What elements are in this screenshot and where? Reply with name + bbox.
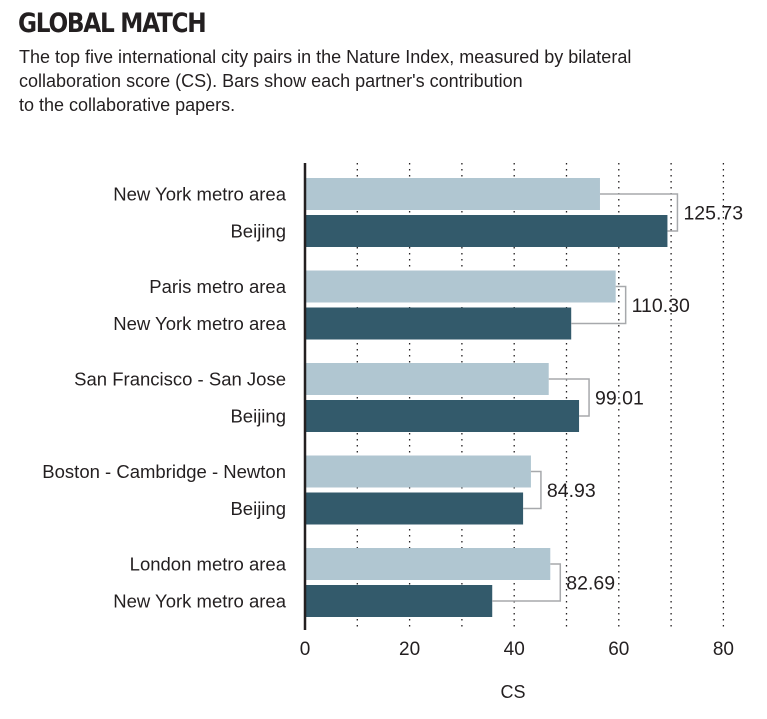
subtitle-line: to the collaborative papers. [19, 95, 236, 115]
total-bracket [548, 378, 590, 417]
x-tick-label: 80 [713, 639, 734, 660]
x-tick-label: 60 [608, 639, 629, 660]
category-label: New York metro area [113, 313, 286, 334]
bar [305, 178, 600, 210]
bars [305, 178, 668, 617]
x-tick-label: 20 [399, 639, 420, 660]
category-label: New York metro area [113, 184, 286, 205]
bar [305, 492, 524, 525]
bar [305, 548, 551, 580]
category-label: London metro area [130, 554, 287, 575]
bar [305, 270, 616, 303]
category-label: Beijing [230, 406, 286, 427]
category-label: Beijing [230, 498, 286, 519]
total-label: 99.01 [595, 388, 644, 410]
chart-subtitle: The top five international city pairs in… [19, 45, 719, 117]
total-label: 125.73 [683, 203, 743, 225]
subtitle-line: The top five international city pairs in… [19, 47, 632, 67]
category-label: New York metro area [113, 591, 286, 612]
total-bracket [523, 470, 542, 510]
bar [305, 400, 580, 432]
total-label: 110.30 [632, 295, 690, 317]
chart-title: GLOBAL MATCH [18, 8, 207, 39]
category-label: Beijing [230, 221, 286, 242]
total-label: 82.69 [566, 573, 615, 595]
x-tick-label: 40 [504, 639, 525, 660]
bar [305, 307, 572, 340]
category-label: San Francisco - San Jose [74, 369, 286, 390]
bar [305, 585, 493, 617]
total-bracket [571, 285, 627, 325]
x-axis-label: CS [500, 682, 525, 702]
bar [305, 455, 531, 488]
category-label: Boston - Cambridge - Newton [42, 461, 286, 482]
subtitle-line: collaboration score (CS). Bars show each… [19, 71, 523, 91]
x-tick-label: 0 [300, 639, 311, 660]
total-brackets: 125.73 110.30 99.01 84.93 82.69 [492, 193, 743, 602]
total-label: 84.93 [547, 480, 596, 502]
category-labels: New York metro area Beijing Paris metro ar… [42, 184, 286, 612]
category-label: Paris metro area [149, 276, 286, 297]
bar [305, 215, 668, 247]
axes: 0 20 40 60 80 CS [300, 163, 734, 702]
total-bracket [599, 193, 679, 232]
bar [305, 363, 549, 395]
total-bracket [492, 563, 562, 602]
